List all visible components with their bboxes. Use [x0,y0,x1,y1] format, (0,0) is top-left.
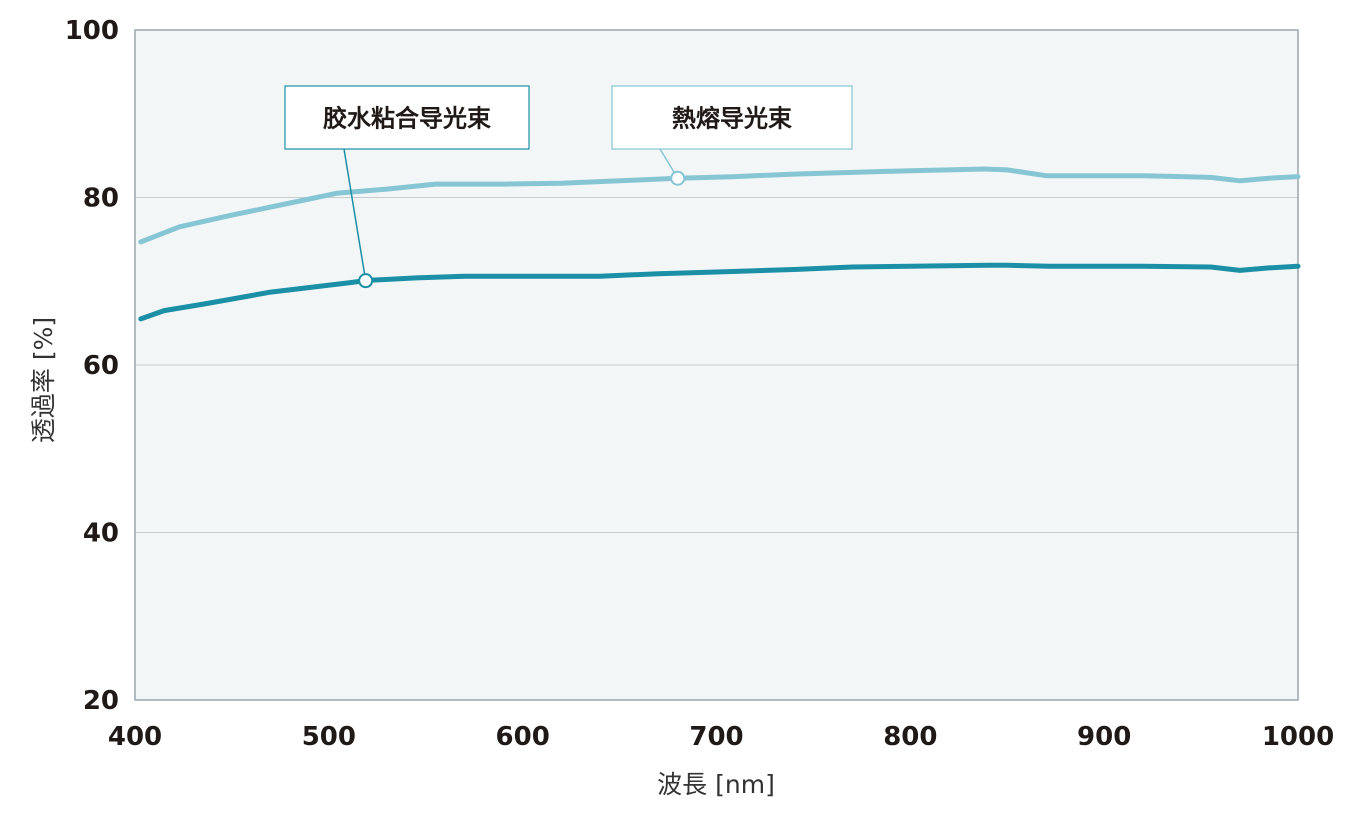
x-tick-label: 1000 [1262,722,1334,752]
y-tick-label: 100 [65,16,119,46]
y-axis-title: 透過率 [%] [29,317,58,443]
legend-label: 胶水粘合导光束 [323,105,492,133]
legend-box [284,85,530,150]
series-layer [138,166,1301,322]
x-tick-label: 700 [689,722,743,752]
legend-callouts: 熱熔导光束 胶水粘合导光束 [284,85,853,289]
series-line-1 [138,262,1301,322]
x-axis-ticks: 400 500 600 700 800 900 1000 [108,722,1334,752]
x-tick-label: 800 [883,722,937,752]
y-tick-label: 80 [83,184,119,214]
x-tick-label: 400 [108,722,162,752]
series-marker [358,273,374,289]
legend-box [611,85,853,150]
y-tick-label: 20 [83,686,119,716]
legend-label: 熱熔导光束 [672,105,793,133]
series-line-0 [138,166,1301,245]
y-axis-ticks: 20 40 60 80 100 [65,16,119,716]
x-tick-label: 600 [496,722,550,752]
x-tick-label: 900 [1077,722,1131,752]
legend-leader-line [343,148,367,281]
y-tick-label: 60 [83,351,119,381]
x-tick-label: 500 [302,722,356,752]
grid-lines [135,197,1298,533]
plot-frame [134,29,1299,701]
x-axis-title: 波長 [nm] [657,770,775,799]
series-marker [670,170,686,186]
y-tick-label: 40 [83,519,119,549]
